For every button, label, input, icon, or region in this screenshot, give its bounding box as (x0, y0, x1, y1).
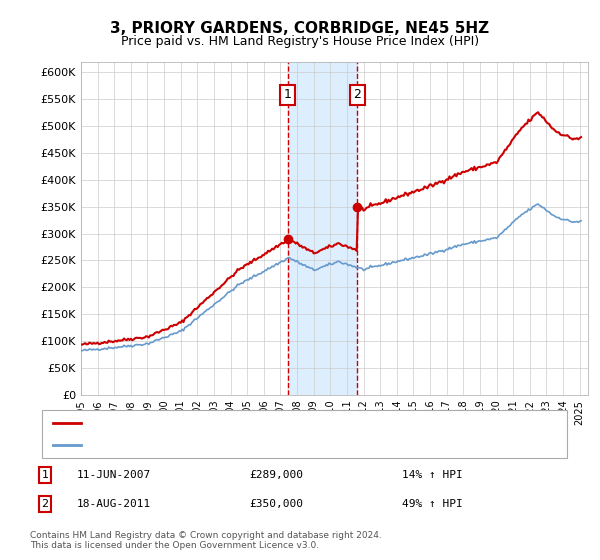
Text: 2: 2 (353, 88, 361, 101)
Bar (288, 62, 358, 395)
Text: £289,000: £289,000 (249, 470, 303, 480)
Text: Price paid vs. HM Land Registry's House Price Index (HPI): Price paid vs. HM Land Registry's House … (121, 35, 479, 48)
Text: HPI: Average price, detached house, Northumberland: HPI: Average price, detached house, Nort… (87, 440, 366, 450)
Text: 14% ↑ HPI: 14% ↑ HPI (401, 470, 463, 480)
Text: 3, PRIORY GARDENS, CORBRIDGE, NE45 5HZ (detached house): 3, PRIORY GARDENS, CORBRIDGE, NE45 5HZ (… (87, 418, 415, 428)
Text: 3, PRIORY GARDENS, CORBRIDGE, NE45 5HZ: 3, PRIORY GARDENS, CORBRIDGE, NE45 5HZ (110, 21, 490, 36)
Text: 18-AUG-2011: 18-AUG-2011 (77, 499, 151, 509)
Text: 49% ↑ HPI: 49% ↑ HPI (401, 499, 463, 509)
Text: 1: 1 (284, 88, 292, 101)
Text: 1: 1 (41, 470, 49, 480)
Text: 11-JUN-2007: 11-JUN-2007 (77, 470, 151, 480)
Text: Contains HM Land Registry data © Crown copyright and database right 2024.
This d: Contains HM Land Registry data © Crown c… (30, 530, 382, 550)
Text: 2: 2 (41, 499, 49, 509)
Text: £350,000: £350,000 (249, 499, 303, 509)
